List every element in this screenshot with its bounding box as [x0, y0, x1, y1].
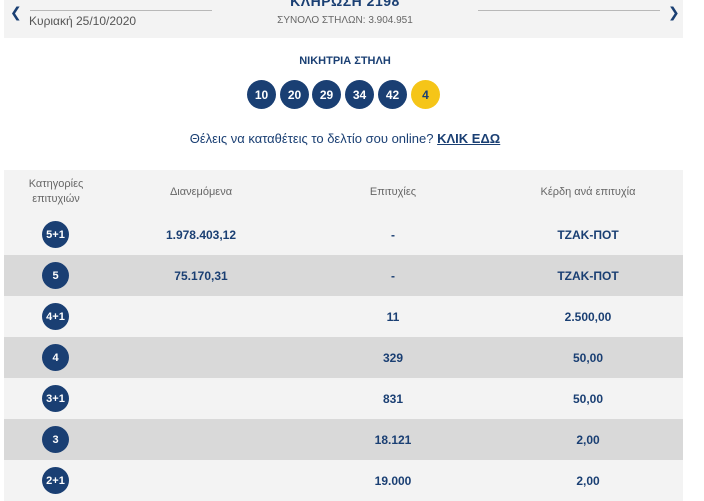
prize-per-winner: 2,00 [576, 473, 600, 488]
prize-per-winner: 2.500,00 [564, 309, 612, 324]
winners-count: - [391, 227, 395, 242]
table-row: 5+1 1.978.403,12 - ΤΖΑΚ-ΠΟΤ [4, 214, 683, 255]
distributed-amount [101, 337, 301, 378]
prize-per-winner: 50,00 [572, 350, 604, 365]
table-row: 2+1 19.000 2,00 [4, 460, 683, 501]
chevron-left-icon[interactable]: ❮ [10, 5, 22, 21]
winners-count: 329 [382, 350, 404, 365]
joker-ball: 4 [411, 80, 440, 109]
table-row: 3+1 831 50,00 [4, 378, 683, 419]
category-badge: 5 [42, 262, 69, 289]
prize-per-winner: 2,00 [576, 432, 600, 447]
winning-number-ball: 20 [280, 80, 309, 109]
winning-number-ball: 42 [378, 80, 407, 109]
winning-number-ball: 34 [345, 80, 374, 109]
category-badge: 3 [42, 426, 69, 453]
draw-date: Κυριακή 25/10/2020 [29, 14, 137, 28]
category-badge: 4 [42, 344, 69, 371]
distributed-amount: 1.978.403,12 [165, 227, 237, 242]
header-prize: Κέρδη ανά επιτυχία [540, 185, 636, 198]
distributed-amount [101, 378, 301, 419]
table-header: Κατηγορίες επιτυχιών Διανεμόμενα Επιτυχί… [4, 170, 683, 214]
draw-header-bar: ❮ Κυριακή 25/10/2020 ❯ [4, 0, 683, 38]
header-winners: Επιτυχίες [369, 185, 417, 198]
category-badge: 5+1 [42, 221, 69, 248]
winners-count: 11 [386, 309, 400, 324]
table-row: 4 329 50,00 [4, 337, 683, 378]
prize-per-winner: ΤΖΑΚ-ΠΟΤ [557, 268, 619, 283]
table-row: 4+1 11 2.500,00 [4, 296, 683, 337]
winners-count: 19.000 [374, 473, 412, 488]
category-badge: 3+1 [42, 385, 69, 412]
click-here-link[interactable]: ΚΛΙΚ ΕΔΩ [437, 131, 501, 146]
online-prompt: Θέλεις να καταθέτεις το δελτίο σου onlin… [189, 131, 434, 146]
divider-left [30, 10, 212, 11]
winning-number-ball: 10 [247, 80, 276, 109]
prize-per-winner: ΤΖΑΚ-ΠΟΤ [557, 227, 619, 242]
winners-count: 18.121 [374, 432, 412, 447]
distributed-amount: 75.170,31 [174, 268, 228, 283]
results-table: Κατηγορίες επιτυχιών Διανεμόμενα Επιτυχί… [4, 170, 683, 501]
online-prompt-line: Θέλεις να καταθέτεις το δελτίο σου onlin… [0, 131, 690, 146]
winning-number-ball: 29 [312, 80, 341, 109]
table-row: 5 75.170,31 - ΤΖΑΚ-ΠΟΤ [4, 255, 683, 296]
distributed-amount [101, 460, 301, 501]
header-category: Κατηγορίες επιτυχιών [28, 178, 84, 205]
winners-count: - [391, 268, 395, 283]
divider-right [478, 10, 660, 11]
winning-column-label: ΝΙΚΗΤΡΙΑ ΣΤΗΛΗ [299, 55, 391, 67]
header-distributed: Διανεμόμενα [169, 185, 233, 198]
table-row: 3 18.121 2,00 [4, 419, 683, 460]
category-badge: 2+1 [42, 467, 69, 494]
draw-title: ΚΛΗΡΩΣΗ 2198 [290, 0, 400, 9]
total-columns: ΣΥΝΟΛΟ ΣΤΗΛΩΝ: 3.904.951 [277, 15, 413, 26]
category-badge: 4+1 [42, 303, 69, 330]
prize-per-winner: 50,00 [572, 391, 604, 406]
winners-count: 831 [382, 391, 404, 406]
chevron-right-icon[interactable]: ❯ [668, 5, 680, 21]
distributed-amount [101, 419, 301, 460]
distributed-amount [101, 296, 301, 337]
